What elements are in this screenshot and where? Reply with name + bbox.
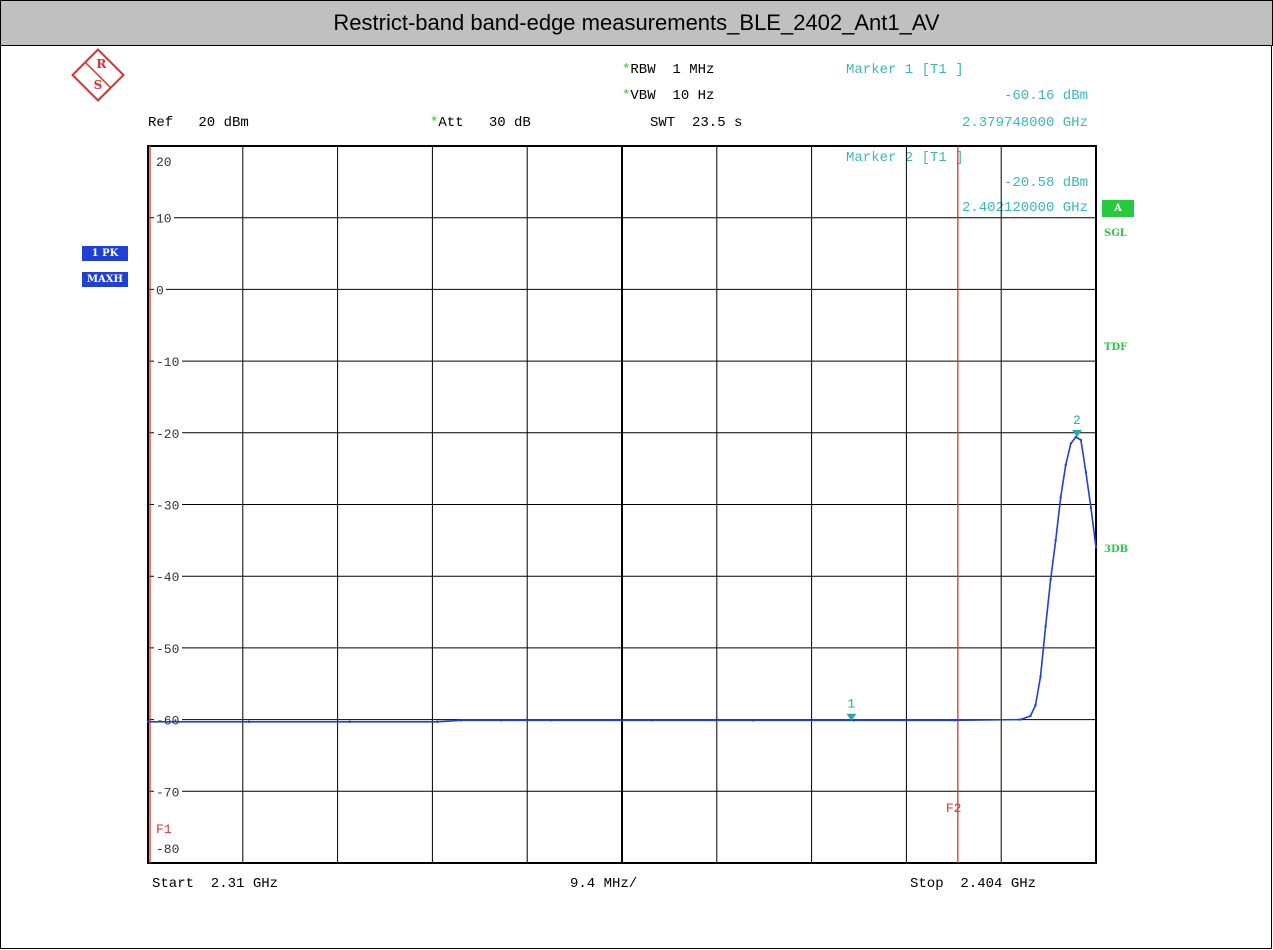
tick-label-background (154, 424, 182, 440)
marker2-level: -20.58 dBm (1003, 175, 1088, 191)
tick-label-background (154, 281, 166, 297)
marker2-freq: 2.402120000 GHz (961, 200, 1088, 216)
star-icon: * (622, 88, 631, 104)
marker1-level: -60.16 dBm (1003, 88, 1088, 104)
frequency-line-label: F1 (156, 822, 172, 837)
trace-detector-badge: MAXH (82, 272, 128, 287)
y-tick-label: -20 (156, 427, 179, 442)
trace-point (1074, 435, 1078, 439)
y-tick-label: -80 (156, 842, 179, 857)
tdf-indicator: TDF (1104, 342, 1128, 353)
trace-point (550, 719, 553, 722)
trace-point (499, 719, 503, 722)
trace-point (247, 720, 251, 723)
marker1-label: Marker 1 [T1 ] (846, 62, 964, 78)
tick-label-background (154, 496, 182, 512)
trace-point (1059, 496, 1062, 499)
trace-point (953, 719, 957, 722)
att-label: Att 30 dB (438, 115, 531, 131)
frequency-per-division: 9.4 MHz/ (570, 876, 638, 892)
marker2-label: Marker 2 [T1 ] (846, 150, 964, 166)
marker-1-icon (846, 713, 857, 721)
trace-point (751, 719, 755, 722)
tick-label-background (154, 353, 182, 369)
tick-label-background (154, 639, 182, 655)
y-tick-label: -10 (156, 355, 179, 370)
trace-point (1064, 463, 1067, 467)
a-badge: A (1102, 200, 1134, 217)
trace-point (1089, 506, 1093, 510)
y-tick-label: -50 (156, 642, 179, 657)
y-tick-label: 20 (156, 155, 172, 170)
trace-point (1069, 442, 1072, 445)
vbw-setting: *VBW 10 Hz (622, 88, 714, 104)
ref-level-label: Ref 20 dBm (148, 115, 249, 131)
trace-point (1054, 539, 1057, 542)
trace-point (651, 719, 654, 722)
trace-point (1084, 471, 1088, 474)
trace-point (1029, 714, 1032, 718)
star-icon: * (430, 115, 439, 131)
trace-point (1079, 438, 1083, 442)
y-tick-label: -30 (156, 499, 179, 514)
trace-point (1019, 718, 1022, 721)
trace-point (436, 720, 439, 723)
trace-point (172, 720, 175, 723)
trace-point (1049, 578, 1052, 581)
rbw-setting: *RBW 1 MHz (622, 62, 714, 78)
marker-1-label: 1 (847, 697, 855, 712)
y-tick-label: 0 (156, 283, 164, 298)
stop-frequency: Stop 2.404 GHz (910, 876, 1037, 892)
sgl-indicator: SGL (1104, 228, 1127, 239)
title-bar: Restrict-band band-edge measurements_BLE… (0, 0, 1273, 46)
trace-point (459, 719, 462, 722)
tick-label-background (154, 209, 174, 225)
tick-label-background (154, 568, 182, 584)
marker1-freq: 2.379748000 GHz (961, 115, 1088, 131)
tick-label-background (154, 783, 182, 799)
3db-indicator: 3DB (1104, 544, 1129, 555)
trace-mode-badge: 1 PK (82, 246, 128, 261)
frequency-line-label: F2 (946, 801, 962, 816)
swt-label: SWT 23.5 s (650, 115, 743, 131)
marker-2-icon (1072, 429, 1083, 437)
trace-point (146, 720, 150, 723)
start-frequency: Start 2.31 GHz (152, 876, 279, 892)
tick-label-background (154, 711, 182, 727)
page-title: Restrict-band band-edge measurements_BLE… (333, 10, 940, 35)
att-setting: *Att 30 dB (430, 115, 531, 131)
trace-point (1034, 704, 1037, 707)
trace-point (1094, 546, 1098, 549)
marker-2-label: 2 (1073, 413, 1081, 428)
trace-point (1039, 675, 1042, 678)
vbw-label: VBW 10 Hz (630, 88, 715, 104)
y-tick-label: -70 (156, 785, 179, 800)
trace-point (348, 720, 351, 723)
rbw-label: RBW 1 MHz (630, 62, 715, 78)
y-tick-label: 10 (156, 212, 172, 227)
star-icon: * (622, 62, 631, 78)
y-tick-label: -40 (156, 570, 179, 585)
trace-point (1044, 625, 1047, 628)
trace-point (852, 719, 856, 722)
